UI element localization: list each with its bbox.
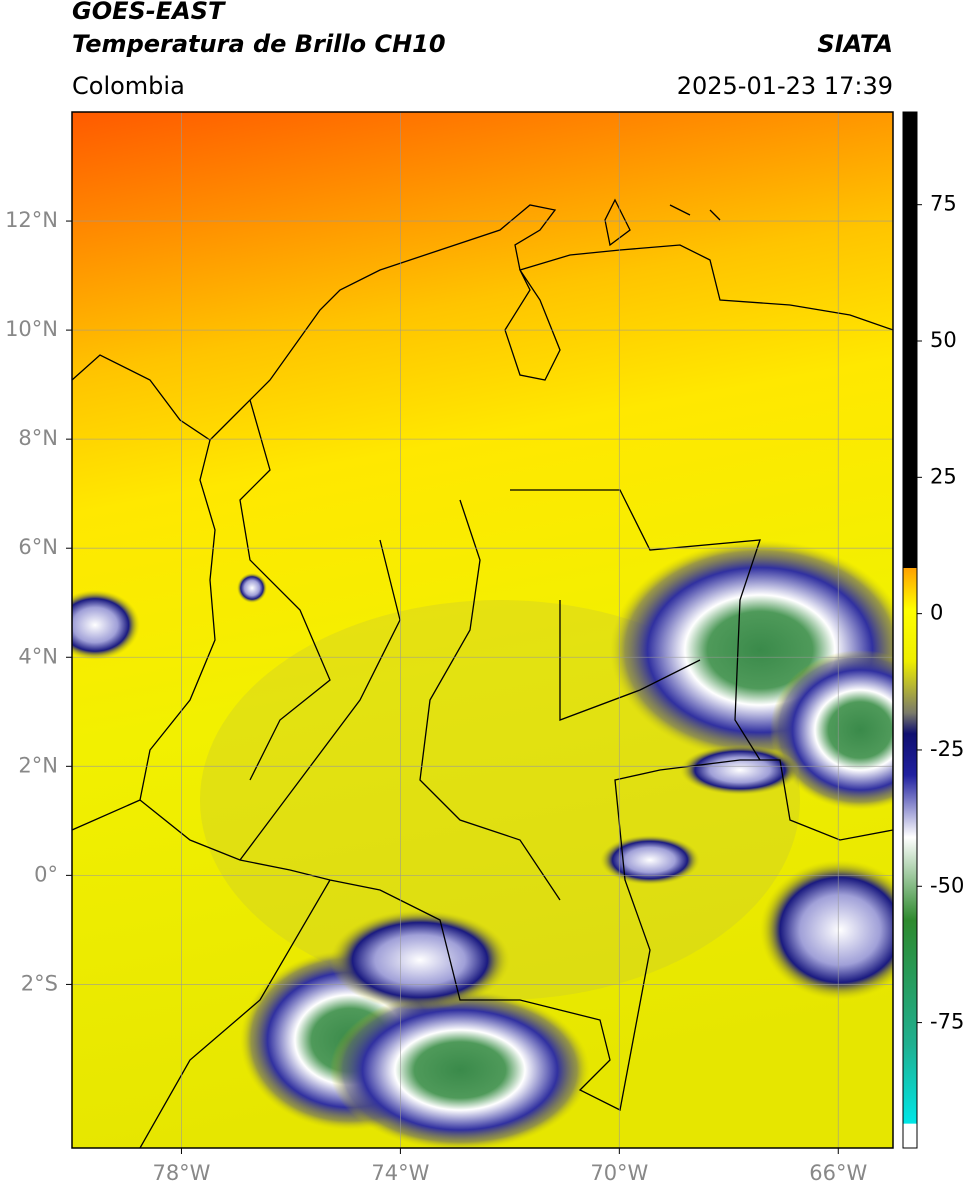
colorbar-label: 0 [930, 601, 943, 625]
lat-label: 2°N [18, 753, 58, 777]
lon-label: 66°W [809, 1161, 867, 1185]
source: SIATA [817, 30, 893, 58]
colorbar-label: -25 [930, 737, 964, 761]
lat-label: 0° [34, 862, 58, 886]
datetime: 2025-01-23 17:39 [677, 72, 893, 100]
map-frame [71, 111, 894, 1149]
lat-label: 12°N [5, 208, 58, 232]
lat-label: 4°N [18, 644, 58, 668]
region: Colombia [72, 72, 185, 100]
map-image [72, 112, 893, 1148]
lon-label: 78°W [152, 1161, 210, 1185]
lat-label: 2°S [21, 971, 58, 995]
colorbar [902, 111, 918, 1149]
lat-label: 8°N [18, 426, 58, 450]
colorbar-label: 75 [930, 192, 957, 216]
subtitle: Temperatura de Brillo CH10 [72, 30, 446, 58]
colorbar-label: -75 [930, 1010, 964, 1034]
colorbar-label: 50 [930, 328, 957, 352]
colorbar-label: 25 [930, 464, 957, 488]
lon-label: 70°W [590, 1161, 648, 1185]
lon-label: 74°W [371, 1161, 429, 1185]
title: GOES-EAST [72, 0, 226, 25]
lat-label: 6°N [18, 535, 58, 559]
colorbar-label: -50 [930, 873, 964, 897]
lat-label: 10°N [5, 317, 58, 341]
